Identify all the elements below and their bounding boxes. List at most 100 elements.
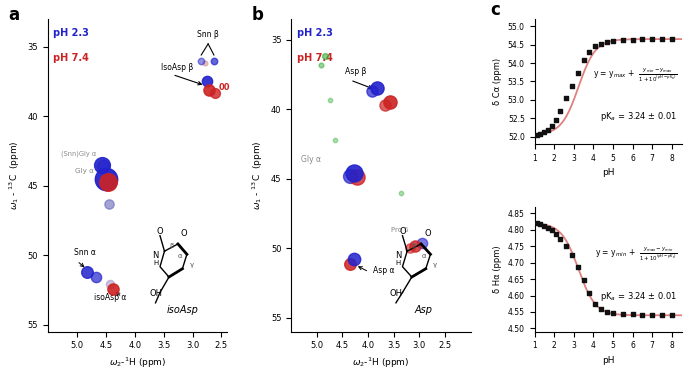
- Point: [535, 131, 546, 137]
- Point: [539, 129, 550, 135]
- Point: [637, 37, 648, 43]
- Text: pK$_a$ = 3.24 ± 0.01: pK$_a$ = 3.24 ± 0.01: [600, 290, 677, 303]
- Point: [566, 252, 577, 258]
- Point: [316, 62, 327, 68]
- Text: Pro δ: Pro δ: [391, 227, 409, 233]
- X-axis label: pH: pH: [602, 356, 614, 365]
- Point: [560, 243, 571, 249]
- Text: c: c: [490, 2, 500, 19]
- Y-axis label: δ Hα (ppm): δ Hα (ppm): [493, 245, 502, 293]
- Point: [596, 307, 607, 313]
- Text: Snn β: Snn β: [197, 30, 219, 39]
- Text: Asp β: Asp β: [345, 67, 366, 77]
- Point: [601, 309, 612, 315]
- Point: [90, 274, 101, 280]
- Point: [584, 49, 595, 55]
- Point: [396, 190, 407, 196]
- Point: [627, 311, 638, 317]
- Text: a: a: [8, 6, 20, 25]
- Point: [100, 176, 111, 182]
- Text: y = y$_{min}$ +  $\frac{y_{max} - y_{min}}{1+10^{(pH-pK_a)}}$: y = y$_{min}$ + $\frac{y_{max} - y_{min}…: [595, 245, 677, 263]
- Point: [329, 137, 340, 143]
- Point: [647, 312, 658, 318]
- Point: [627, 37, 638, 43]
- Point: [578, 277, 589, 283]
- Point: [405, 245, 416, 251]
- X-axis label: pH: pH: [602, 168, 614, 177]
- Text: pH 7.4: pH 7.4: [53, 53, 89, 63]
- Text: 00: 00: [219, 83, 230, 92]
- Y-axis label: $\omega_1$ - $^{13}$C  (ppm): $\omega_1$ - $^{13}$C (ppm): [251, 141, 265, 210]
- Point: [543, 225, 553, 231]
- Point: [349, 170, 360, 176]
- Point: [108, 286, 119, 292]
- Point: [566, 83, 577, 89]
- Point: [201, 78, 212, 84]
- Point: [104, 282, 115, 288]
- Text: (Snn)Gly α: (Snn)Gly α: [61, 150, 96, 156]
- Point: [647, 37, 658, 43]
- Text: Snn α: Snn α: [74, 248, 96, 257]
- Text: pH 2.3: pH 2.3: [53, 28, 89, 38]
- Y-axis label: δ Cα (ppm): δ Cα (ppm): [493, 58, 502, 105]
- Point: [196, 58, 207, 64]
- Point: [617, 37, 628, 43]
- Point: [555, 108, 566, 114]
- Point: [596, 41, 607, 47]
- Point: [348, 256, 359, 262]
- Point: [531, 220, 542, 226]
- Point: [410, 242, 421, 248]
- Point: [656, 312, 667, 318]
- Text: pK$_a$ = 3.24 ± 0.01: pK$_a$ = 3.24 ± 0.01: [600, 110, 677, 123]
- Point: [97, 162, 108, 168]
- Point: [416, 240, 427, 246]
- Point: [601, 39, 612, 45]
- Text: Gly α: Gly α: [301, 155, 321, 164]
- Point: [584, 290, 595, 296]
- Point: [200, 60, 211, 66]
- Y-axis label: $\omega_1$ - $^{13}$C  (ppm): $\omega_1$ - $^{13}$C (ppm): [8, 141, 22, 210]
- Point: [539, 223, 550, 229]
- Point: [543, 127, 553, 133]
- Point: [209, 90, 220, 96]
- Point: [103, 201, 114, 207]
- Point: [366, 88, 377, 94]
- Point: [590, 301, 601, 307]
- Point: [608, 38, 619, 44]
- Point: [572, 264, 583, 270]
- Text: Gly α: Gly α: [75, 168, 95, 174]
- Point: [208, 58, 219, 64]
- Point: [551, 231, 562, 237]
- Text: b: b: [252, 6, 264, 25]
- Text: pH 7.4: pH 7.4: [297, 53, 332, 63]
- Point: [608, 310, 619, 316]
- Point: [371, 85, 382, 91]
- Point: [637, 312, 648, 318]
- Point: [667, 36, 677, 42]
- Point: [97, 163, 108, 169]
- Text: IsoAsp β: IsoAsp β: [161, 63, 193, 72]
- Point: [531, 132, 542, 138]
- Point: [351, 175, 362, 181]
- Text: y = y$_{max}$ +  $\frac{y_{min} - y_{max}}{1+10^{(pH-pK_a)}}$: y = y$_{max}$ + $\frac{y_{min} - y_{max}…: [593, 67, 677, 84]
- Point: [656, 36, 667, 42]
- Point: [578, 57, 589, 63]
- Point: [345, 173, 356, 179]
- Point: [560, 95, 571, 101]
- Text: isoAsp α: isoAsp α: [94, 293, 126, 302]
- Point: [551, 117, 562, 123]
- Point: [547, 227, 558, 233]
- Point: [667, 312, 677, 318]
- X-axis label: $\omega_2$-$^1$H (ppm): $\omega_2$-$^1$H (ppm): [352, 356, 410, 371]
- Point: [319, 54, 330, 60]
- Point: [203, 87, 214, 93]
- Text: Asp α: Asp α: [373, 266, 395, 275]
- Point: [617, 311, 628, 317]
- Point: [547, 123, 558, 129]
- Point: [572, 70, 583, 77]
- Point: [82, 269, 92, 275]
- Point: [385, 99, 396, 105]
- Point: [345, 261, 356, 267]
- Point: [590, 43, 601, 49]
- Point: [535, 221, 546, 227]
